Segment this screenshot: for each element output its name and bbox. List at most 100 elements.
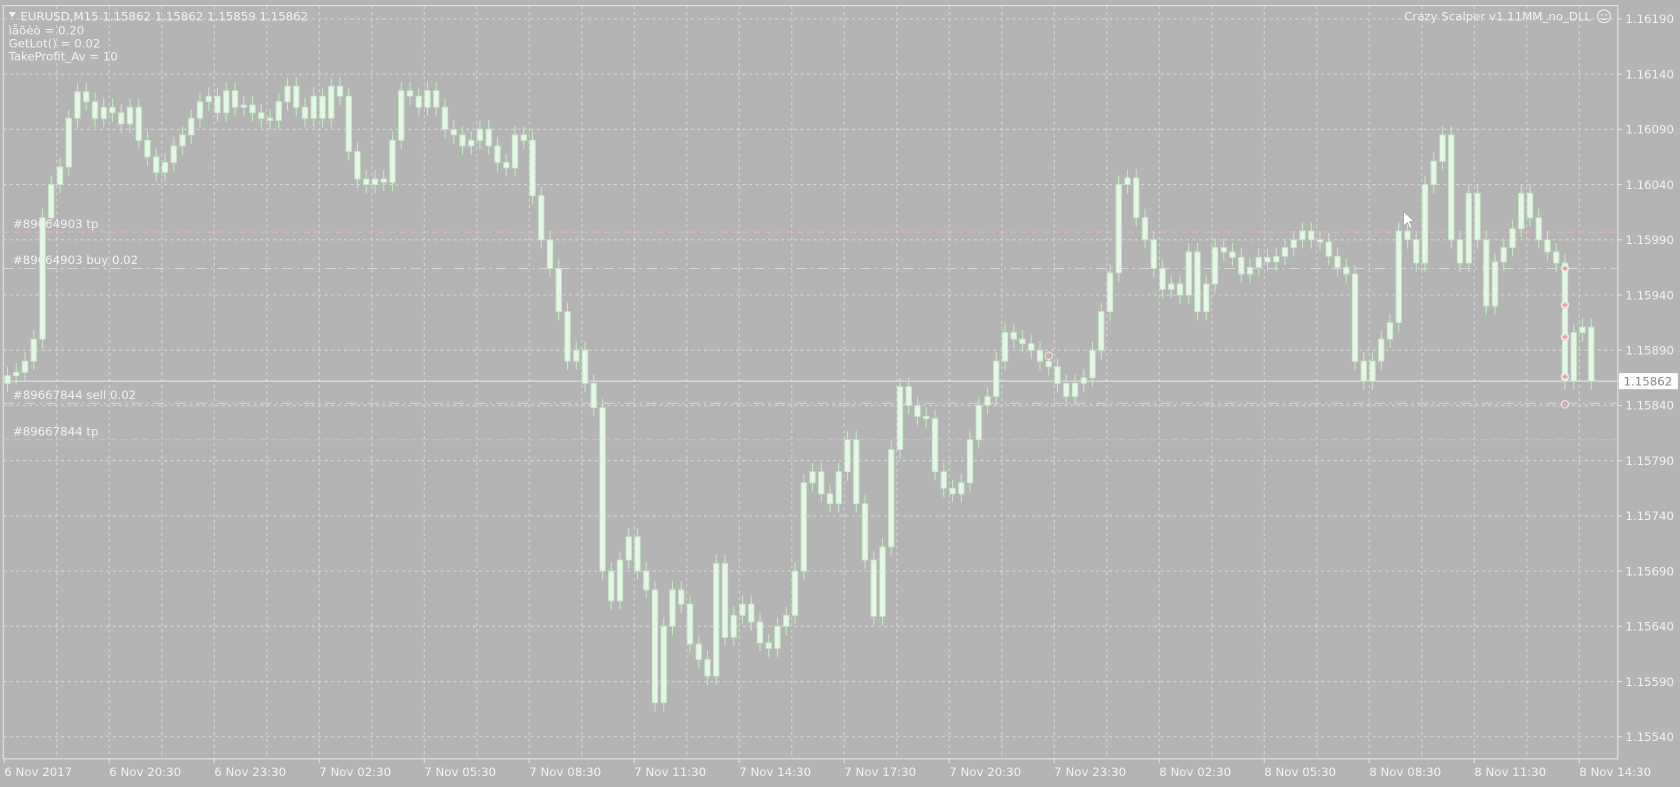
- candle-body: [1185, 251, 1192, 296]
- candle-body: [791, 570, 799, 616]
- x-tick-label: 8 Nov 02:30: [1159, 765, 1231, 779]
- y-tick-label: 1.15540: [1625, 730, 1674, 744]
- candle-body: [975, 405, 982, 441]
- candle-body: [433, 90, 440, 108]
- candle-body: [923, 416, 930, 420]
- candle-body: [406, 90, 414, 97]
- y-tick-label: 1.16190: [1625, 12, 1674, 26]
- candle-body: [748, 603, 755, 623]
- candle-body: [756, 621, 764, 644]
- candle-body: [879, 546, 886, 617]
- candle-body: [188, 117, 195, 136]
- candle-body: [65, 117, 72, 168]
- candle-body: [1509, 228, 1516, 248]
- candle-body: [1474, 192, 1481, 241]
- candle-body: [1168, 283, 1175, 290]
- trade-marker-icon: [1562, 334, 1568, 340]
- candle-body: [1500, 247, 1507, 263]
- candle-body: [205, 95, 212, 103]
- candle-body: [704, 659, 711, 677]
- expert-name: Crazy Scalper v1.11MM_no_DLL: [1404, 10, 1591, 24]
- candle-body: [354, 150, 361, 180]
- smiley-icon[interactable]: [1596, 9, 1611, 24]
- candle-body: [424, 90, 431, 108]
- candle-body: [1588, 326, 1595, 382]
- candle-body: [74, 91, 81, 119]
- candle-body: [573, 349, 580, 362]
- y-tick-label: 1.16140: [1625, 67, 1674, 81]
- candle-body: [1395, 230, 1402, 324]
- candle-body: [888, 449, 895, 548]
- y-tick-label: 1.15740: [1625, 509, 1674, 523]
- candle-body: [581, 349, 589, 384]
- candle-body: [538, 195, 545, 241]
- candle-body: [1413, 239, 1420, 264]
- candle-body: [503, 162, 510, 169]
- candle-body: [56, 166, 64, 185]
- candle-body: [100, 106, 107, 119]
- y-tick-label: 1.16090: [1625, 123, 1674, 137]
- candle-body: [1343, 266, 1350, 275]
- candle-body: [1115, 184, 1122, 274]
- candle-body: [1360, 360, 1367, 382]
- candle-body: [546, 239, 554, 269]
- candle-body: [1211, 247, 1219, 285]
- candle-body: [1334, 255, 1341, 268]
- candle-body: [468, 139, 475, 147]
- candle-body: [494, 145, 501, 163]
- candle-body: [91, 101, 99, 119]
- x-tick-label: 7 Nov 23:30: [1054, 765, 1126, 779]
- candle-body: [1535, 217, 1542, 241]
- candle-body: [1176, 283, 1184, 296]
- current-price-value: 1.15862: [1624, 374, 1673, 388]
- candle-body: [1421, 184, 1429, 264]
- y-tick-label: 1.15640: [1625, 620, 1674, 634]
- info-line-getlot: GetLot() = 0.02: [9, 36, 101, 50]
- candle-body: [1150, 239, 1157, 269]
- candle-body: [485, 128, 492, 147]
- candle-body: [249, 104, 256, 114]
- candle-body: [1273, 255, 1280, 263]
- candle-body: [984, 396, 991, 406]
- candle-body: [1229, 251, 1236, 258]
- candle-body: [1351, 273, 1359, 362]
- candle-body: [1308, 230, 1315, 241]
- candle-body: [144, 139, 151, 158]
- candle-body: [345, 95, 352, 152]
- y-tick-label: 1.15940: [1625, 288, 1674, 302]
- y-tick-label: 1.15840: [1625, 399, 1674, 413]
- candle-body: [1378, 338, 1385, 362]
- candle-body: [170, 145, 177, 163]
- candle-body: [126, 106, 134, 125]
- candle-body: [686, 603, 694, 645]
- trade-marker-ring: [1560, 332, 1570, 342]
- candle-body: [590, 382, 597, 409]
- order-line-label: #89664903 tp: [13, 217, 99, 231]
- expert-advisor-label[interactable]: Crazy Scalper v1.11MM_no_DLL: [1404, 9, 1611, 24]
- candle-body: [1141, 217, 1149, 241]
- candle-body: [398, 90, 405, 141]
- candle-body: [1439, 134, 1446, 162]
- candle-body: [389, 139, 396, 183]
- order-line-label: #89667844 sell 0.02: [13, 388, 136, 402]
- candle-body: [415, 95, 422, 108]
- current-price-label: 1.15862: [1618, 373, 1678, 390]
- candle-body: [555, 268, 562, 312]
- mouse-cursor-icon: [1403, 210, 1416, 229]
- candle-body: [651, 589, 659, 703]
- candle-body: [293, 85, 300, 108]
- x-tick-label: 7 Nov 11:30: [634, 765, 706, 779]
- triangle-down-icon[interactable]: [8, 12, 17, 18]
- candle-body: [765, 642, 772, 649]
- candle-body: [179, 134, 186, 147]
- candle-body: [459, 134, 466, 147]
- candle-body: [905, 386, 912, 406]
- candle-body: [1264, 257, 1271, 263]
- y-tick-label: 1.15890: [1625, 344, 1674, 358]
- candle-body: [1544, 239, 1551, 253]
- candle-body: [135, 106, 142, 141]
- candle-body: [818, 471, 825, 495]
- candle-body: [476, 128, 484, 141]
